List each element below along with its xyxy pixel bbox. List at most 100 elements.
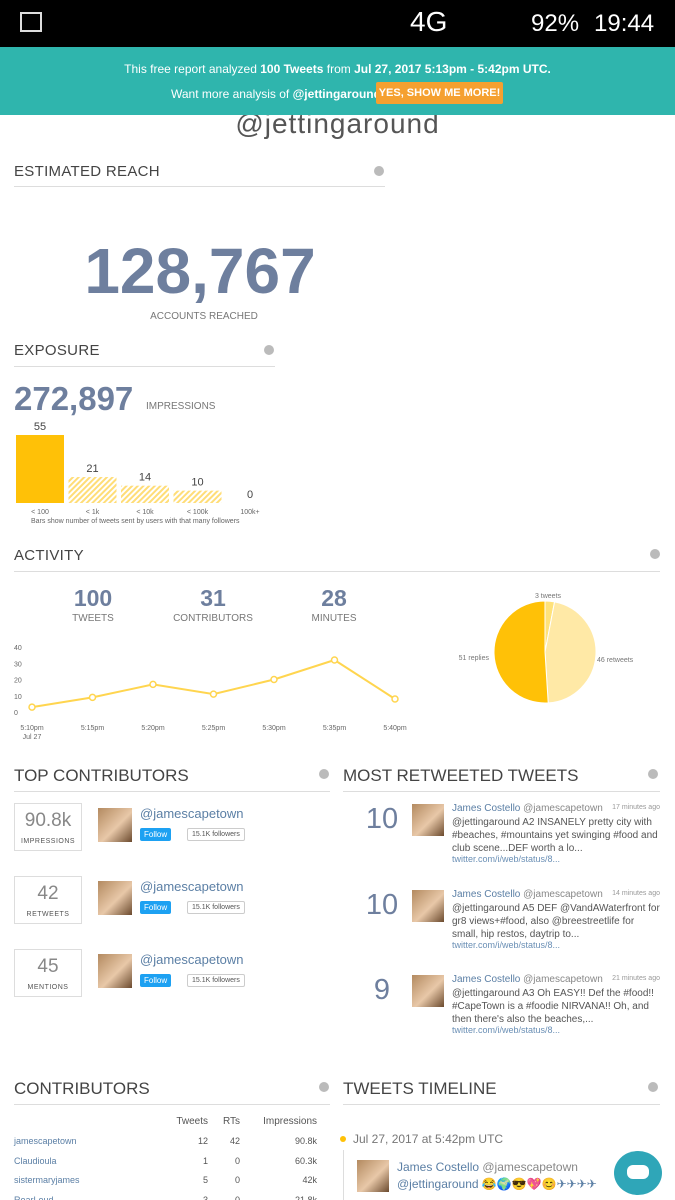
stat-value: 45 [37,956,59,977]
contributor-name[interactable]: RoarLoud [14,1194,54,1200]
tweet-text: @jettingaround A2 INSANELY pretty city w… [452,817,658,854]
table-cell: 42 [229,1136,240,1146]
pie-label: 3 tweets [535,593,562,600]
tweet-time: 21 minutes ago [612,975,660,982]
section-heading: CONTRIBUTORS [14,1079,150,1098]
info-icon[interactable] [648,769,658,779]
stat-label: MENTIONS [27,984,69,991]
tweet-time: 17 minutes ago [612,804,660,811]
x-tick-label: < 10k [136,509,154,516]
info-icon[interactable] [648,1082,658,1092]
image-icon [20,12,42,32]
bar-label: 55 [34,421,46,433]
y-tick-label: 40 [14,645,22,652]
tweet-link[interactable]: twitter.com/i/web/status/8... [452,854,561,864]
avatar [412,804,444,836]
column-header: Impressions [263,1116,317,1127]
divider [14,1104,330,1105]
author-handle: @jamescapetown [523,974,603,985]
follower-count: 15.1K followers [187,974,245,987]
info-icon[interactable] [319,1082,329,1092]
column-header: Tweets [176,1116,208,1127]
follow-button[interactable]: Follow [140,828,172,841]
chart-caption: Bars show number of tweets sent by users… [31,518,240,525]
follow-button[interactable]: Follow [140,901,172,914]
chat-button[interactable] [614,1151,662,1195]
bar-label: 14 [139,472,151,484]
line-point [88,693,97,702]
author-handle: @jamescapetown [523,803,603,814]
x-tick-label: 5:15pm [81,725,105,732]
author-handle: @jamescapetown [482,1160,578,1174]
info-icon[interactable] [650,549,660,559]
stat-label: MINUTES [311,613,357,624]
info-icon[interactable] [319,769,329,779]
stat-label: RETWEETS [26,911,70,918]
line-point [270,675,278,684]
stat-box: 45 MENTIONS [14,949,82,997]
reach-value: 128,767 [84,235,316,307]
username: @jamescapetown [140,806,244,821]
status-bar: 4G 92% 19:44 [0,0,675,47]
section-heading: TOP CONTRIBUTORS [14,766,189,785]
bar-label: 10 [191,477,203,489]
banner-tweets: 100 Tweets [260,62,324,76]
y-tick-label: 10 [14,694,22,701]
x-date-label: Jul 27 [23,734,42,741]
x-tick-label: 100k+ [240,509,259,516]
section-heading: EXPOSURE [14,342,100,359]
tweet-link[interactable]: twitter.com/i/web/status/8... [452,1025,561,1035]
x-tick-label: < 100k [187,509,209,516]
timeline-date: Jul 27, 2017 at 5:42pm UTC [353,1132,504,1146]
info-icon[interactable] [374,166,384,176]
banner-range: Jul 27, 2017 5:13pm - 5:42pm UTC. [354,62,551,76]
section-heading: MOST RETWEETED TWEETS [343,766,579,785]
impressions-value: 272,897 [14,380,134,417]
contributor-name[interactable]: jamescapetown [14,1136,77,1146]
pie-slice [493,600,549,704]
line-point [391,695,399,703]
stat-label: TWEETS [72,613,114,624]
section-heading: ESTIMATED REACH [14,163,160,180]
line-point [28,703,36,711]
follower-count: 15.1K followers [187,901,245,914]
line-point [330,656,339,664]
table-cell: 5 [202,1175,208,1185]
x-tick-label: 5:35pm [323,725,347,732]
stat-value: 31 [200,585,226,611]
timeline-line [343,1150,344,1200]
contributor-name[interactable]: sistermaryjames [14,1175,80,1185]
column-header: RTs [222,1116,240,1127]
upgrade-button[interactable]: YES, SHOW ME MORE! [376,82,503,104]
divider [14,186,385,187]
divider [14,791,330,792]
info-icon[interactable] [264,345,274,355]
bar [173,490,222,503]
table-cell: 90.8k [294,1136,317,1146]
contributor-name[interactable]: Claudioula [14,1155,57,1166]
y-tick-label: 0 [14,710,18,717]
bar [68,477,117,503]
author-name: James Costello [452,803,521,814]
tweet-author: James Costello @jamescapetown [397,1160,578,1174]
network: 4G [410,6,448,37]
table-cell: 3 [202,1194,208,1200]
banner-text: This free report analyzed [124,62,257,76]
divider [14,571,660,572]
avatar [412,975,444,1007]
bar-label: 0 [247,489,253,501]
tweet-link[interactable]: twitter.com/i/web/status/8... [452,939,561,950]
stat-box: 42 RETWEETS [14,876,82,924]
retweet-count: 9 [373,974,391,1006]
follow-button[interactable]: Follow [140,974,172,987]
y-tick-label: 20 [14,678,22,685]
tweet-text: @jettingaround A5 DEF @VandAWaterfront f… [452,902,660,940]
stat-value: 28 [321,585,347,611]
impressions-label: IMPRESSIONS [146,401,216,412]
section-heading: TWEETS TIMELINE [343,1079,497,1098]
author-name: James Costello [397,1160,480,1174]
bar [121,485,169,503]
avatar [412,889,444,922]
